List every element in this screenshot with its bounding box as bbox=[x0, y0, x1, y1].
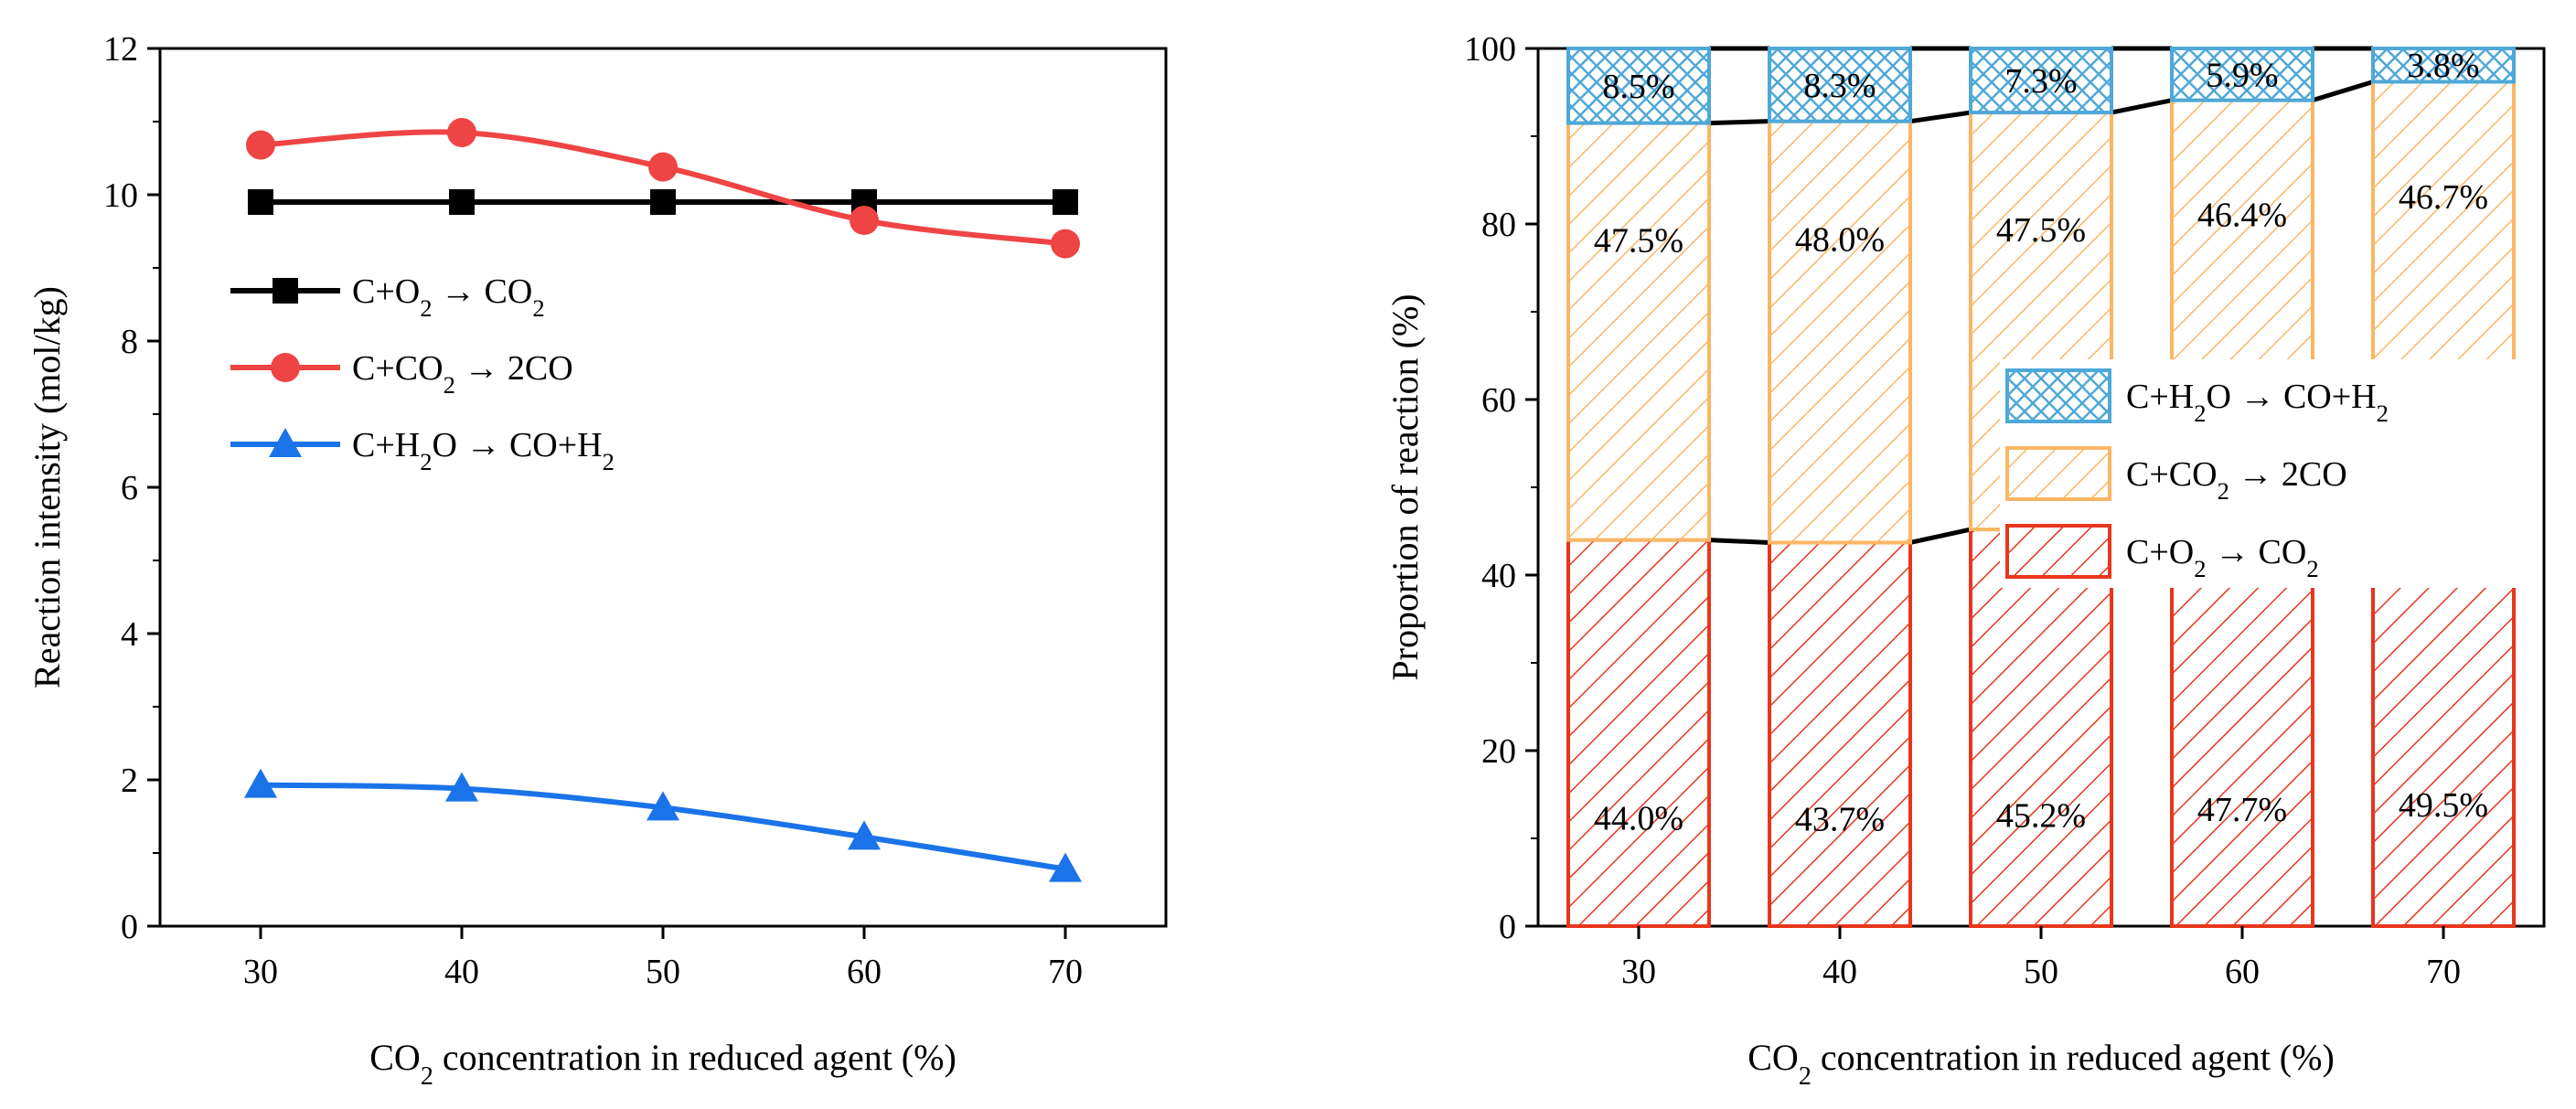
right-data-label: 44.0% bbox=[1594, 800, 1683, 838]
right-data-label: 47.7% bbox=[2197, 791, 2287, 829]
left-x-tick-label: 70 bbox=[1048, 953, 1083, 991]
left-chart: 30 40 50 60 70 0 2 4 6 8 10 12 CO2 concentration in … bbox=[27, 30, 1168, 1091]
left-series-1-point bbox=[650, 189, 676, 215]
right-bar-30-series-1 bbox=[1566, 538, 1711, 928]
left-series-1-point bbox=[449, 189, 475, 215]
right-legend-label-3: C+H2O → CO+H2 bbox=[2126, 378, 2389, 427]
right-chart: 44.0% 47.5% 8.5% 43.7% 48.0% 8.3% 45.2% 47.5% 7.… bbox=[1384, 30, 2546, 1091]
right-data-label: 43.7% bbox=[1795, 801, 1885, 839]
left-legend-label-2: C+CO2 → 2CO bbox=[352, 349, 573, 399]
right-data-label: 7.3% bbox=[2004, 62, 2077, 101]
left-series-3-point bbox=[244, 768, 277, 798]
right-bar-40-series-2 bbox=[1768, 119, 1912, 545]
left-y-tick-label: 0 bbox=[121, 908, 138, 946]
right-x-tick-label: 40 bbox=[1822, 953, 1857, 991]
right-data-label: 47.5% bbox=[1996, 211, 2086, 250]
left-x-axis-label: CO2 concentration in reduced agent (%) bbox=[369, 1037, 957, 1091]
left-series-2-point bbox=[648, 152, 678, 182]
left-legend-marker-3 bbox=[269, 428, 302, 457]
right-data-label: 49.5% bbox=[2399, 786, 2488, 825]
left-y-axis-label: Reaction intensity (mol/kg) bbox=[27, 286, 68, 688]
right-legend-label-2: C+CO2 → 2CO bbox=[2126, 455, 2347, 505]
right-y-tick-label: 60 bbox=[1481, 381, 1516, 420]
left-y-tick-label: 10 bbox=[103, 176, 138, 215]
right-data-label: 3.8% bbox=[2407, 47, 2479, 85]
right-y-tick-label: 0 bbox=[1499, 908, 1516, 946]
left-series-2-point bbox=[447, 118, 476, 147]
left-x-tick-label: 60 bbox=[847, 953, 882, 991]
right-bar-40-series-1 bbox=[1768, 540, 1912, 928]
left-series-2-point bbox=[246, 130, 275, 160]
right-bar-40-series-3 bbox=[1768, 47, 1912, 123]
right-x-tick-label: 60 bbox=[2225, 953, 2260, 991]
right-bar-50-series-1 bbox=[1969, 528, 2113, 929]
left-x-tick-label: 40 bbox=[444, 953, 479, 991]
left-legend-marker-1 bbox=[273, 278, 298, 304]
right-bar-50-series-3 bbox=[1969, 47, 2113, 115]
right-connector-line bbox=[1708, 119, 1770, 126]
right-legend-swatch-3 bbox=[2005, 368, 2111, 423]
left-series-2-point bbox=[850, 206, 879, 235]
left-y-tick-label: 8 bbox=[121, 323, 138, 361]
left-x-tick-label: 50 bbox=[646, 953, 680, 991]
left-x-tick-label: 30 bbox=[243, 953, 278, 991]
right-bar-60-series-3 bbox=[2170, 47, 2314, 102]
right-legend-swatch-1 bbox=[2005, 524, 2111, 579]
right-legend-swatch-2 bbox=[2005, 446, 2111, 501]
right-data-label: 46.7% bbox=[2399, 178, 2488, 217]
right-x-tick-label: 30 bbox=[1621, 953, 1656, 991]
right-data-label: 8.5% bbox=[1602, 68, 1674, 106]
left-series-1-point bbox=[1053, 189, 1078, 215]
right-y-tick-label: 20 bbox=[1481, 732, 1516, 771]
left-series-line-2 bbox=[260, 129, 1066, 247]
left-legend-label-1: C+O2 → CO2 bbox=[352, 272, 545, 322]
right-connector-line bbox=[2111, 98, 2173, 115]
left-legend-marker-2 bbox=[271, 353, 300, 382]
right-bar-30-series-3 bbox=[1566, 47, 1711, 125]
left-series-2-point bbox=[1051, 229, 1080, 259]
right-connector-line bbox=[2312, 80, 2374, 103]
right-x-tick-label: 70 bbox=[2426, 953, 2461, 991]
right-data-label: 47.5% bbox=[1594, 221, 1683, 260]
left-y-tick-label: 6 bbox=[121, 469, 138, 507]
right-bar-30-series-2 bbox=[1566, 121, 1711, 542]
right-connector-line bbox=[1909, 110, 1972, 124]
left-series-3-point bbox=[1049, 852, 1082, 882]
right-x-axis-label: CO2 concentration in reduced agent (%) bbox=[1748, 1037, 2335, 1091]
right-data-label: 8.3% bbox=[1803, 67, 1876, 105]
right-connector-line bbox=[1909, 527, 1972, 545]
right-data-label: 45.2% bbox=[1996, 797, 2086, 836]
right-y-tick-label: 100 bbox=[1464, 30, 1516, 69]
right-y-axis-label: Proportion of reaction (%) bbox=[1384, 293, 1426, 680]
left-legend-label-3: C+H2O → CO+H2 bbox=[352, 426, 615, 475]
left-series-1-point bbox=[248, 189, 273, 215]
right-y-tick-label: 40 bbox=[1481, 557, 1516, 595]
right-y-tick-label: 80 bbox=[1481, 206, 1516, 244]
left-series-3-point bbox=[647, 791, 679, 821]
left-series-3-point bbox=[445, 772, 478, 802]
right-legend-label-1: C+O2 → CO2 bbox=[2126, 533, 2319, 582]
left-y-tick-label: 12 bbox=[103, 30, 138, 69]
right-x-tick-label: 50 bbox=[2024, 953, 2058, 991]
left-y-tick-label: 4 bbox=[121, 615, 138, 654]
right-data-label: 46.4% bbox=[2197, 196, 2287, 234]
right-data-label: 48.0% bbox=[1795, 221, 1885, 260]
right-bar-70-series-3 bbox=[2371, 47, 2516, 84]
right-connector-line bbox=[1708, 538, 1770, 545]
left-series-3-point bbox=[848, 820, 881, 850]
right-data-label: 5.9% bbox=[2206, 56, 2278, 94]
left-y-tick-label: 2 bbox=[121, 762, 138, 800]
